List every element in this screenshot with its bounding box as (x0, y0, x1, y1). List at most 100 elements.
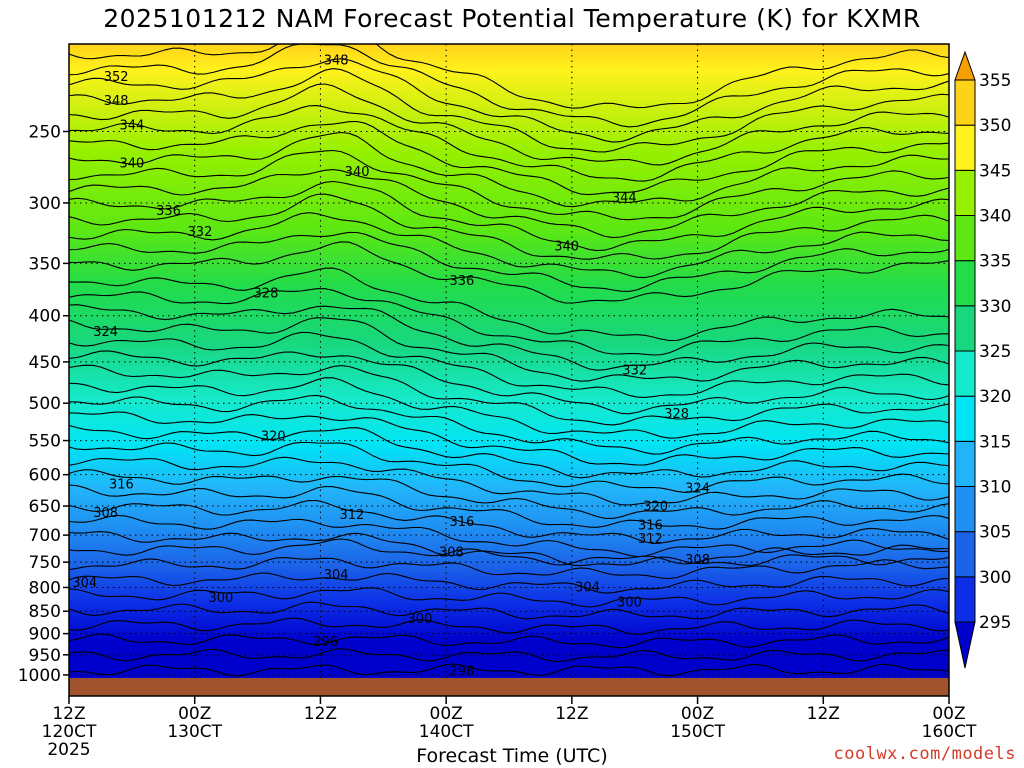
isentrope-contour-line (69, 44, 949, 128)
isentrope-contour-line (69, 484, 949, 530)
contour-value-label: 332 (622, 363, 647, 378)
y-tick-label: 750 (29, 553, 61, 573)
colorbar-band (954, 531, 976, 578)
contour-value-label: 344 (612, 191, 637, 206)
isentrope-contour-line (69, 105, 949, 182)
contour-value-label: 300 (617, 595, 642, 610)
y-tick-label: 950 (29, 646, 61, 666)
isentrope-contour-line (69, 538, 949, 566)
x-tick-label: 130CT (167, 722, 222, 742)
colorbar-band (954, 576, 976, 623)
colorbar-band (954, 350, 976, 397)
y-tick-label: 700 (29, 526, 61, 546)
x-tick-label: 120CT (42, 722, 97, 742)
isentrope-contour-line (69, 83, 949, 166)
y-tick-label: 850 (29, 602, 61, 622)
colorbar-tick-label: 330 (979, 297, 1011, 317)
x-tick-label: 00Z (681, 704, 714, 724)
contour-value-label: 328 (254, 287, 279, 302)
isentrope-contour-line (69, 557, 949, 580)
x-tick-label: 150CT (670, 722, 725, 742)
colorbar-tick-label: 300 (979, 568, 1011, 588)
isentrope-contour-line (69, 193, 949, 260)
colorbar-bottom-arrow (954, 621, 976, 669)
colorbar-tick-label: 340 (979, 207, 1011, 227)
y-tick-label: 900 (29, 625, 61, 645)
colorbar-tick-label: 305 (979, 523, 1011, 543)
isentrope-contour-line (69, 120, 949, 196)
isentrope-contour-line (69, 169, 949, 239)
y-tick-label: 500 (29, 394, 61, 414)
colorbar-tick-label: 345 (979, 161, 1011, 181)
isentrope-contour-line (69, 424, 949, 479)
contour-value-label: 336 (449, 274, 474, 289)
isentrope-contour-line (69, 587, 949, 608)
colorbar-band (954, 124, 976, 171)
contour-value-label: 328 (664, 407, 689, 422)
contour-value-label: 308 (685, 553, 710, 568)
plot-frame (68, 43, 950, 697)
isentrope-contour-line (69, 456, 949, 506)
contour-value-label: 312 (638, 532, 663, 547)
isentrope-contour-line (69, 469, 949, 519)
isentrope-contour-line (69, 288, 949, 356)
colorbar-top-arrow (954, 50, 976, 81)
contour-value-label: 320 (261, 430, 286, 445)
y-tick-label: 350 (29, 254, 61, 274)
isentrope-contour-line (69, 304, 949, 371)
contour-value-label: 320 (643, 499, 668, 514)
isentrope-contour-line (69, 633, 949, 649)
isentrope-contour-line (69, 499, 949, 544)
colorbar-band (954, 486, 976, 533)
contour-value-label: 332 (188, 225, 213, 240)
y-tick-label: 450 (29, 353, 61, 373)
colorbar-band (954, 440, 976, 488)
x-tick-label: 00Z (430, 704, 463, 724)
y-tick-label: 550 (29, 432, 61, 452)
isentrope-contour-line (69, 531, 949, 567)
contour-value-label: 304 (324, 568, 349, 583)
contour-value-label: 324 (685, 481, 710, 496)
contour-value-label: 344 (119, 119, 144, 134)
isentrope-contour-line (69, 648, 949, 663)
isentrope-contour-line (69, 441, 949, 493)
contour-value-label: 348 (324, 53, 349, 68)
x-tick-label: 00Z (932, 704, 965, 724)
y-tick-label: 1000 (18, 666, 61, 686)
y-tick-label: 250 (29, 122, 61, 142)
isentrope-contour-line (69, 601, 949, 620)
colorbar-tick-label: 295 (979, 613, 1011, 633)
colorbar-tick-label: 320 (979, 387, 1011, 407)
isentrope-contour-line (69, 350, 949, 415)
isentrope-contour-line (69, 663, 949, 677)
contour-value-label: 312 (339, 508, 364, 523)
isentrope-contour-line (69, 514, 949, 558)
y-tick-label: 300 (29, 194, 61, 214)
contour-value-label: 352 (104, 70, 129, 85)
y-tick-label: 400 (29, 307, 61, 327)
colorbar-band (954, 305, 976, 352)
isentrope-contour-line (69, 212, 949, 279)
chart-title: 2025101212 NAM Forecast Potential Temper… (103, 4, 921, 33)
colorbar-band (954, 260, 976, 307)
x-tick-label: 12Z (304, 704, 337, 724)
colorbar-band (954, 169, 976, 216)
contour-value-label: 300 (208, 591, 233, 606)
colorbar-tick-label: 325 (979, 342, 1011, 362)
x-axis-label: Forecast Time (UTC) (416, 745, 608, 767)
isentrope-contour-line (69, 68, 949, 153)
isentrope-contour-line (69, 231, 949, 292)
contour-value-label: 304 (575, 580, 600, 595)
colorbar-tick-label: 355 (979, 71, 1011, 91)
contour-value-label: 298 (449, 665, 474, 680)
contour-value-label: 340 (345, 165, 370, 180)
terrain-ground-strip (69, 678, 949, 696)
colorbar-band (954, 215, 976, 262)
colorbar-tick-label: 310 (979, 478, 1011, 498)
isentrope-contour-line (69, 58, 949, 143)
credit-text: coolwx.com/models (833, 744, 1016, 764)
contour-value-label: 348 (104, 94, 129, 109)
contour-value-label: 316 (638, 519, 663, 534)
x-tick-label: 12Z (52, 704, 85, 724)
